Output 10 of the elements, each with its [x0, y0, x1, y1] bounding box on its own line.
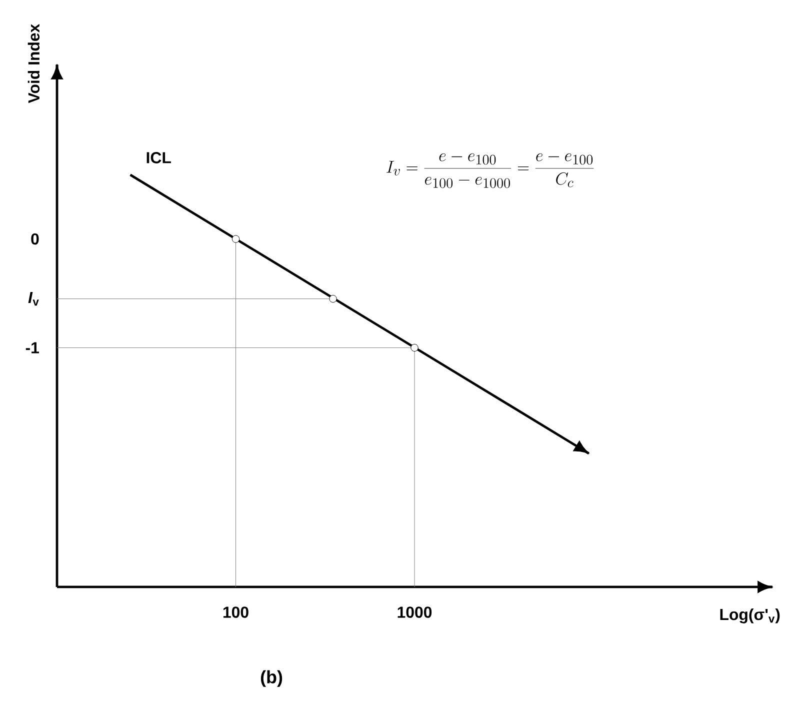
x-tick-label: 100	[223, 606, 248, 618]
series-label: ICL	[146, 152, 171, 164]
y-axis-title: Void Index	[28, 24, 40, 104]
y-tick-label: I$_{v}$	[28, 292, 39, 306]
text: (b)	[260, 670, 282, 687]
y-tick-label: 0	[31, 233, 39, 245]
annotation: $I_v = \frac{e-e_{100}}{e_{100}-e_{1000}} = \frac{e-e_{100}}{C_c}$	[386, 153, 594, 188]
x-tick-label: 1000	[398, 606, 432, 618]
y-tick-label: -1	[26, 342, 39, 354]
x-axis-title: Log(σ'$_{v}$)	[720, 608, 780, 624]
